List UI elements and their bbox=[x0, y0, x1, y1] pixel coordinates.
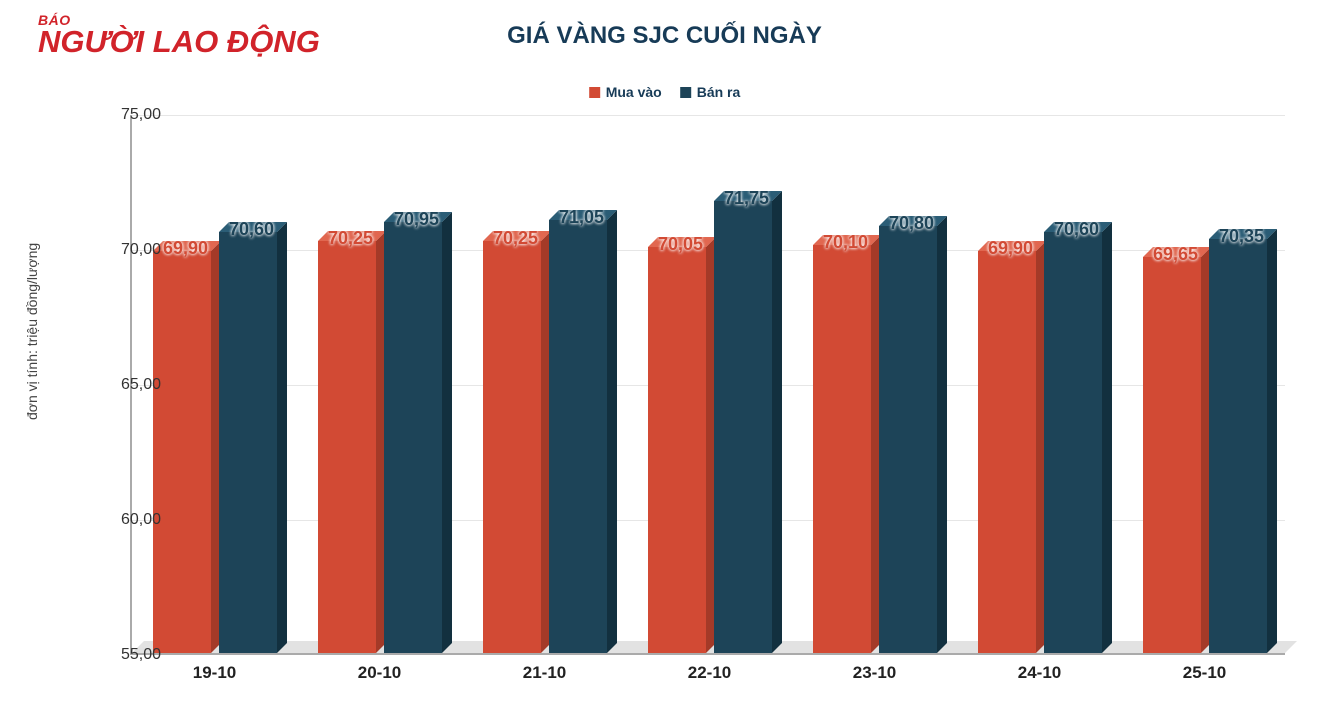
chart-title: GIÁ VÀNG SJC CUỐI NGÀY bbox=[507, 22, 822, 50]
chart-plot-area: 69,90 70,60 70,25 70,95 70,25 71,05 70,05 71,75… bbox=[130, 115, 1285, 655]
bar bbox=[384, 222, 442, 653]
bar-side bbox=[442, 212, 452, 653]
bar-side bbox=[1267, 229, 1277, 653]
y-tick-label: 75,00 bbox=[106, 106, 161, 124]
bar bbox=[1209, 239, 1267, 653]
bar-front bbox=[648, 247, 706, 653]
bar-value-label: 69,90 bbox=[163, 238, 208, 259]
bar-front bbox=[153, 251, 211, 653]
x-tick-label: 20-10 bbox=[358, 663, 401, 683]
bar-front bbox=[879, 226, 937, 653]
legend-label: Mua vào bbox=[606, 84, 662, 100]
bar-value-label: 70,25 bbox=[328, 228, 373, 249]
x-tick-label: 25-10 bbox=[1183, 663, 1226, 683]
bar bbox=[219, 232, 277, 653]
x-tick-label: 21-10 bbox=[523, 663, 566, 683]
bar-value-label: 70,80 bbox=[889, 213, 934, 234]
bar-side bbox=[277, 222, 287, 653]
bar bbox=[483, 241, 541, 653]
bar-front bbox=[1044, 232, 1102, 653]
bar-front bbox=[1209, 239, 1267, 653]
bar-value-label: 71,05 bbox=[559, 207, 604, 228]
bar-value-label: 70,35 bbox=[1219, 226, 1264, 247]
bar-front bbox=[318, 241, 376, 653]
bar-value-label: 69,90 bbox=[988, 238, 1033, 259]
y-axis-label: đơn vị tính: triệu đồng/lượng bbox=[24, 243, 40, 420]
x-tick-label: 23-10 bbox=[853, 663, 896, 683]
x-tick-label: 22-10 bbox=[688, 663, 731, 683]
legend-swatch bbox=[680, 87, 691, 98]
bar-front bbox=[483, 241, 541, 653]
bar-side bbox=[1102, 222, 1112, 653]
bar-value-label: 70,60 bbox=[1054, 219, 1099, 240]
bar bbox=[318, 241, 376, 653]
bar-value-label: 70,05 bbox=[658, 234, 703, 255]
publication-logo: BÁO NGƯỜI LAO ĐỘNG bbox=[38, 14, 320, 57]
bar-side bbox=[772, 191, 782, 653]
y-tick-label: 70,00 bbox=[106, 241, 161, 259]
bar-front bbox=[978, 251, 1036, 653]
y-tick-label: 60,00 bbox=[106, 511, 161, 529]
bar bbox=[978, 251, 1036, 653]
x-tick-label: 19-10 bbox=[193, 663, 236, 683]
bar bbox=[1143, 257, 1201, 653]
bar-value-label: 70,10 bbox=[823, 232, 868, 253]
bar bbox=[714, 201, 772, 653]
x-tick-label: 24-10 bbox=[1018, 663, 1061, 683]
y-tick-label: 55,00 bbox=[106, 646, 161, 664]
bar-front bbox=[549, 220, 607, 653]
legend-item: Mua vào bbox=[589, 84, 662, 100]
legend-item: Bán ra bbox=[680, 84, 741, 100]
bars-layer: 69,90 70,60 70,25 70,95 70,25 71,05 70,05 71,75… bbox=[132, 115, 1285, 653]
bar bbox=[879, 226, 937, 653]
bar-side bbox=[607, 210, 617, 653]
bar bbox=[648, 247, 706, 653]
bar-value-label: 71,75 bbox=[724, 188, 769, 209]
bar-value-label: 70,95 bbox=[394, 209, 439, 230]
bar-front bbox=[813, 245, 871, 653]
bar bbox=[549, 220, 607, 653]
bar-front bbox=[714, 201, 772, 653]
bar-value-label: 70,60 bbox=[229, 219, 274, 240]
bar bbox=[1044, 232, 1102, 653]
y-tick-label: 65,00 bbox=[106, 376, 161, 394]
bar bbox=[813, 245, 871, 653]
bar-front bbox=[219, 232, 277, 653]
bar-value-label: 69,65 bbox=[1153, 244, 1198, 265]
chart-legend: Mua vào Bán ra bbox=[589, 84, 741, 100]
bar-side bbox=[937, 216, 947, 653]
bar bbox=[153, 251, 211, 653]
bar-front bbox=[1143, 257, 1201, 653]
bar-value-label: 70,25 bbox=[493, 228, 538, 249]
logo-line2: NGƯỜI LAO ĐỘNG bbox=[38, 27, 320, 56]
bar-front bbox=[384, 222, 442, 653]
legend-swatch bbox=[589, 87, 600, 98]
legend-label: Bán ra bbox=[697, 84, 741, 100]
